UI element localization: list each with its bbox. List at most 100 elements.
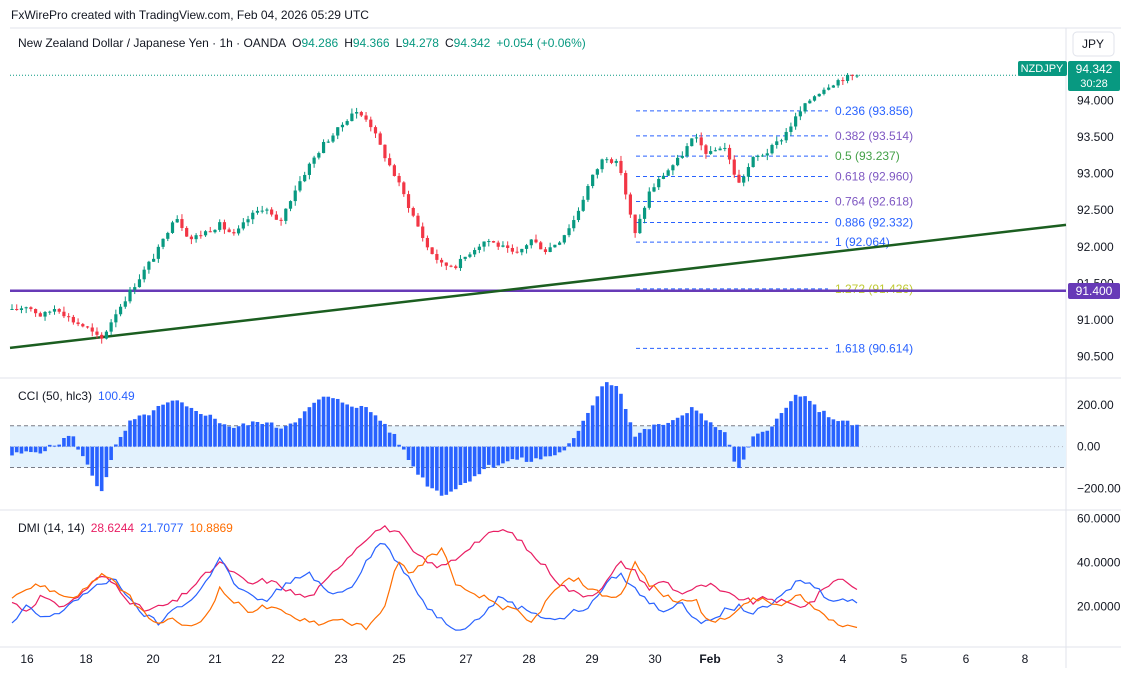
cci-bar [114,444,118,447]
time-tick-label: 28 [522,652,536,666]
candle-body [373,127,378,134]
cci-bar [402,446,406,450]
cci-bar [468,446,472,482]
candle-body [737,174,741,183]
cci-bar [128,420,132,447]
candle-body [718,148,722,151]
candle-body [161,238,165,247]
candle-body [95,331,99,335]
dmi-legend[interactable]: DMI (14, 14) 28.6244 21.7077 10.8869 [18,521,233,535]
candle-body [19,308,24,311]
cci-bar [600,386,604,447]
currency-button[interactable] [1072,31,1115,57]
candle-body [633,214,637,234]
candle-body [808,100,812,104]
candle-body [529,239,533,246]
low-label: L [396,36,403,50]
cci-bar [567,443,571,447]
cci-bar [52,445,57,447]
candle-body [831,85,835,88]
candle-body [794,116,798,127]
candle-body [241,222,245,229]
cci-bar [727,444,732,447]
candle-body [81,324,85,327]
cci-bar [236,426,241,447]
candle-body [600,159,604,170]
cci-bar [241,423,246,447]
candle-body [90,327,94,332]
cci-bar [255,422,260,447]
time-tick-label: 27 [459,652,473,666]
cci-pane[interactable] [10,382,1066,496]
candle-body [487,241,491,243]
cci-bar [288,423,293,447]
cci-bar [760,431,765,447]
cci-bar [774,418,779,447]
price-pane[interactable]: 0.236 (93.856) 0.382 (93.514) 0.5 (93.237)… [9,73,1067,355]
cci-bar [515,446,519,460]
time-tick-label: 4 [840,652,847,666]
symbol-legend[interactable]: New Zealand Dollar / Japanese Yen · 1h ·… [18,36,586,50]
time-tick-label: 23 [334,652,348,666]
cci-bar [708,422,713,447]
cci-bar [345,404,349,447]
cci-bar [151,410,156,447]
candle-body [199,235,203,237]
cci-bar [104,446,109,478]
cci-bar [699,413,704,447]
cci-bar [387,432,392,447]
candle-body [411,208,415,216]
cci-bar [43,446,47,452]
fib-label: 1.618 (90.614) [835,341,913,355]
cci-bar [793,394,798,447]
fib-label: 0.5 (93.237) [835,149,900,163]
last-price-text: 94.342 [1076,62,1113,76]
cci-bar [737,446,741,469]
candle-body [581,199,585,211]
cci-bar [647,429,652,447]
cci-bar [841,420,845,447]
symbol-tag [1018,61,1067,76]
cci-bar [203,415,208,447]
fib-label: 0.618 (92.960) [835,169,913,183]
cci-bar [90,446,95,476]
cci-legend[interactable]: CCI (50, hlc3) 100.49 [18,389,135,403]
dmi-pane[interactable] [11,524,858,631]
candle-body [156,246,160,259]
candle-body [557,242,562,245]
cci-bar [175,400,180,447]
cci-bar [803,396,807,447]
time-tick-label: 5 [901,652,908,666]
cci-bar [217,423,222,447]
cci-bar [812,404,817,447]
candle-body [444,262,448,266]
candle-body [236,228,241,234]
candle-body [388,158,392,166]
cci-bar [704,420,708,447]
cci-bar [307,407,312,447]
candle-body [439,259,444,263]
low-value: 94.278 [402,36,439,50]
candle-body [118,306,123,315]
candle-body [345,121,349,125]
candle-body [671,165,675,171]
candle-body [298,181,302,191]
cci-bar [453,446,458,490]
candle-body [482,241,486,247]
candle-body [850,74,854,76]
countdown-text: 30:28 [1080,78,1108,90]
cci-bar [435,446,439,491]
cci-bar [14,446,19,453]
candle-body [222,222,227,230]
cci-bar [675,417,680,447]
candle-body [539,242,543,250]
candle-body [553,244,557,248]
cci-bar [619,393,623,447]
fib-label: 0.236 (93.856) [835,104,913,118]
candle-body [288,201,293,209]
candle-body [605,159,609,161]
symbol-tag-text: NZDJPY [1021,63,1064,75]
candle-body [369,119,373,128]
candle-body [657,178,661,188]
